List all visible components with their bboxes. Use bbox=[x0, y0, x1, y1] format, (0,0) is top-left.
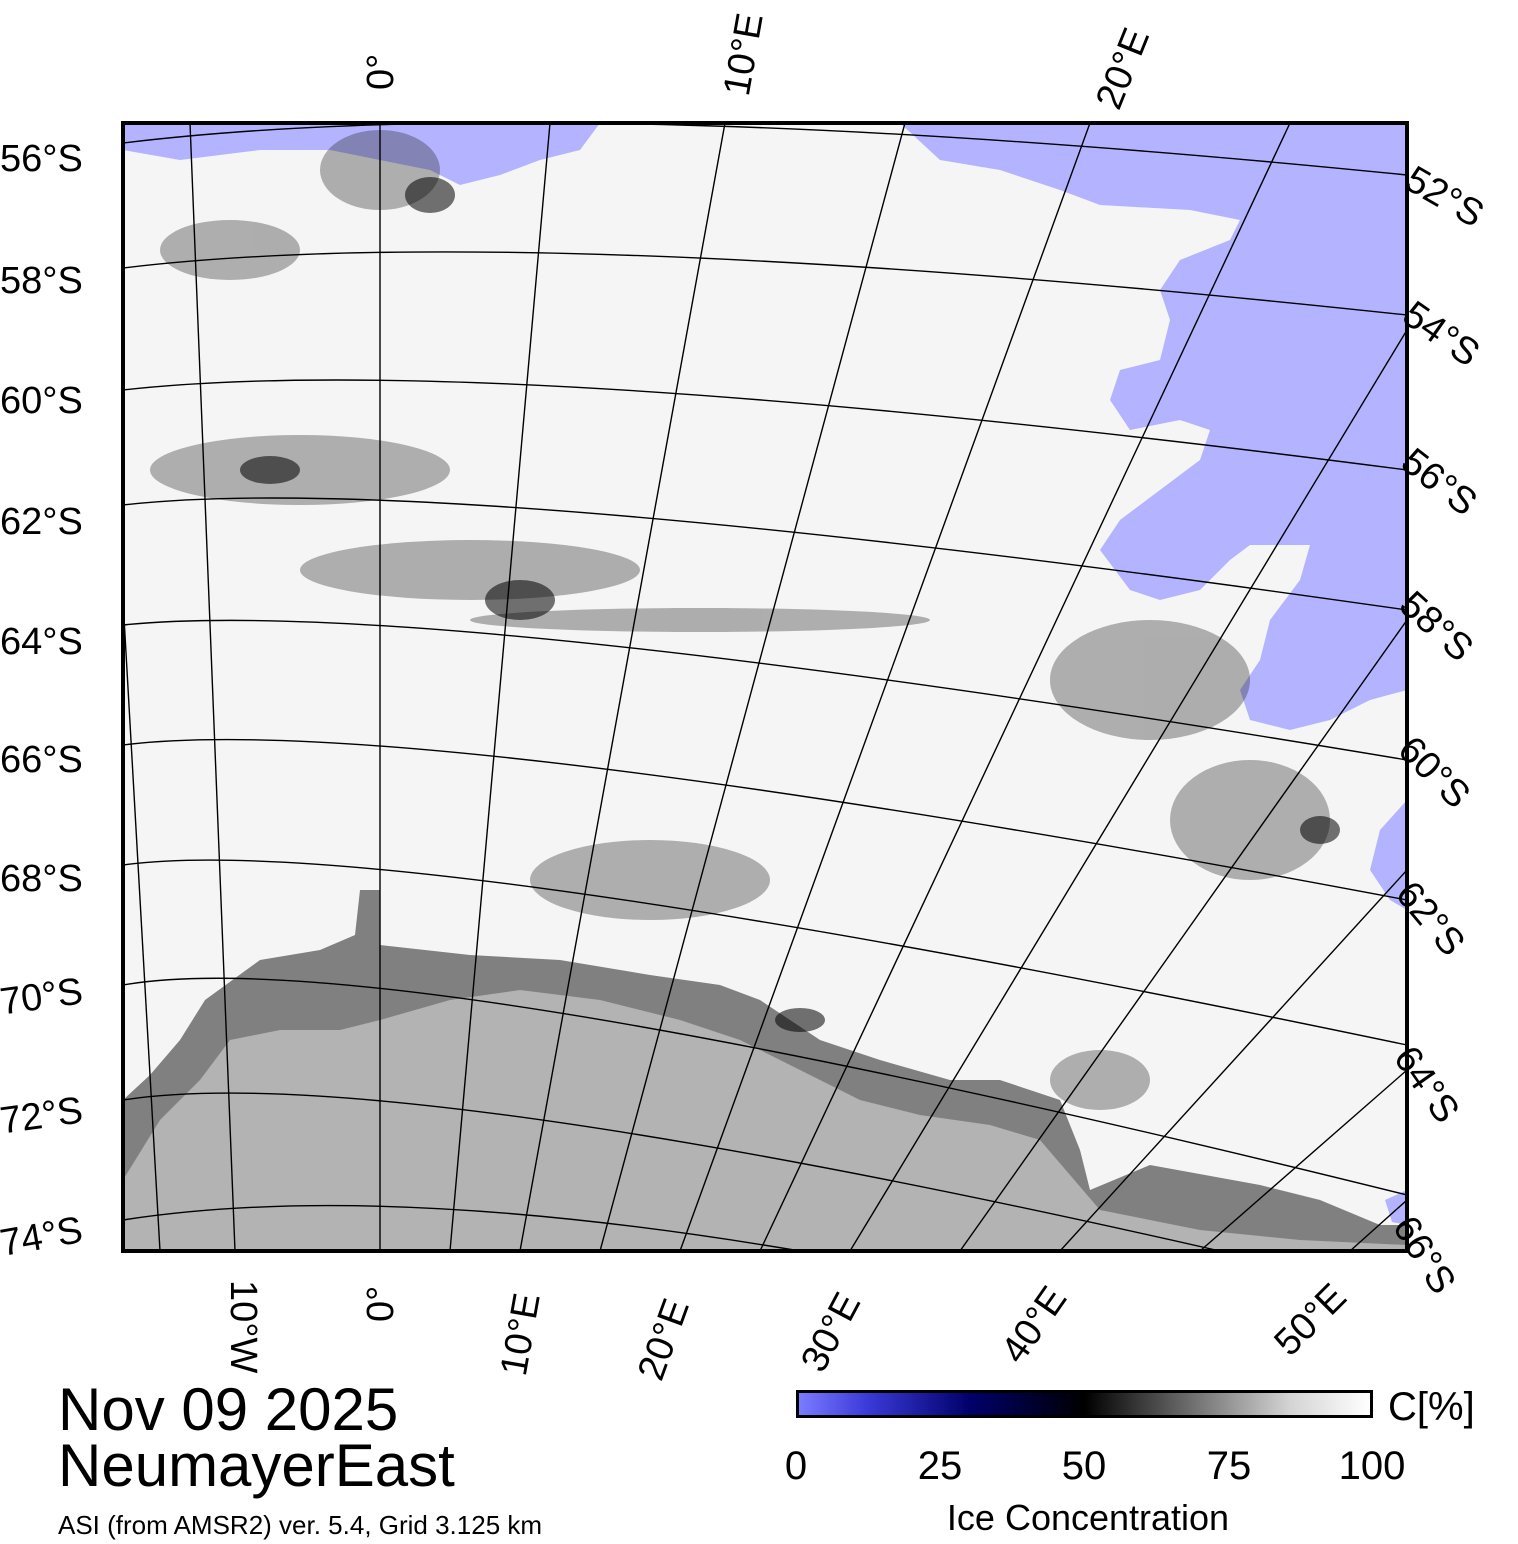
colorbar-unit: C[%] bbox=[1388, 1385, 1475, 1429]
source-label: ASI (from AMSR2) ver. 5.4, Grid 3.125 km bbox=[58, 1510, 543, 1540]
date-label: Nov 09 2025 bbox=[58, 1376, 399, 1443]
lat-label-left: 60°S bbox=[0, 380, 83, 422]
lat-label-left: 62°S bbox=[0, 501, 83, 543]
ice-texture-dark bbox=[240, 177, 1340, 1032]
lat-label-left: 66°S bbox=[0, 739, 83, 781]
open-water-region-northwest bbox=[123, 123, 600, 185]
region-label: NeumayerEast bbox=[58, 1432, 455, 1499]
open-water-region-southeast bbox=[1385, 1190, 1407, 1225]
lat-label-left: 68°S bbox=[0, 858, 83, 900]
lat-label-left: 64°S bbox=[0, 621, 83, 663]
open-water-region bbox=[900, 123, 1407, 730]
ice-texture bbox=[150, 130, 1330, 1110]
lat-label-left: 58°S bbox=[0, 260, 83, 302]
colorbar-tick: 0 bbox=[784, 1444, 808, 1488]
map-frame bbox=[121, 121, 1409, 1253]
lon-label-bottom: 10°W bbox=[222, 1280, 264, 1374]
colorbar-title: Ice Concentration bbox=[946, 1497, 1230, 1538]
colorbar bbox=[796, 1390, 1373, 1418]
colorbar-tick: 25 bbox=[917, 1444, 963, 1488]
lon-label-top: 0° bbox=[360, 53, 402, 90]
graticule-meridians bbox=[123, 123, 1407, 1251]
colorbar-tick: 100 bbox=[1338, 1444, 1406, 1488]
lat-label-left: 56°S bbox=[0, 138, 83, 180]
colorbar-tick: 50 bbox=[1061, 1444, 1107, 1488]
lon-label-bottom: 0° bbox=[360, 1285, 402, 1322]
land-mass bbox=[123, 990, 1407, 1251]
colorbar-tick: 75 bbox=[1206, 1444, 1252, 1488]
open-water-region-east bbox=[1370, 800, 1407, 910]
